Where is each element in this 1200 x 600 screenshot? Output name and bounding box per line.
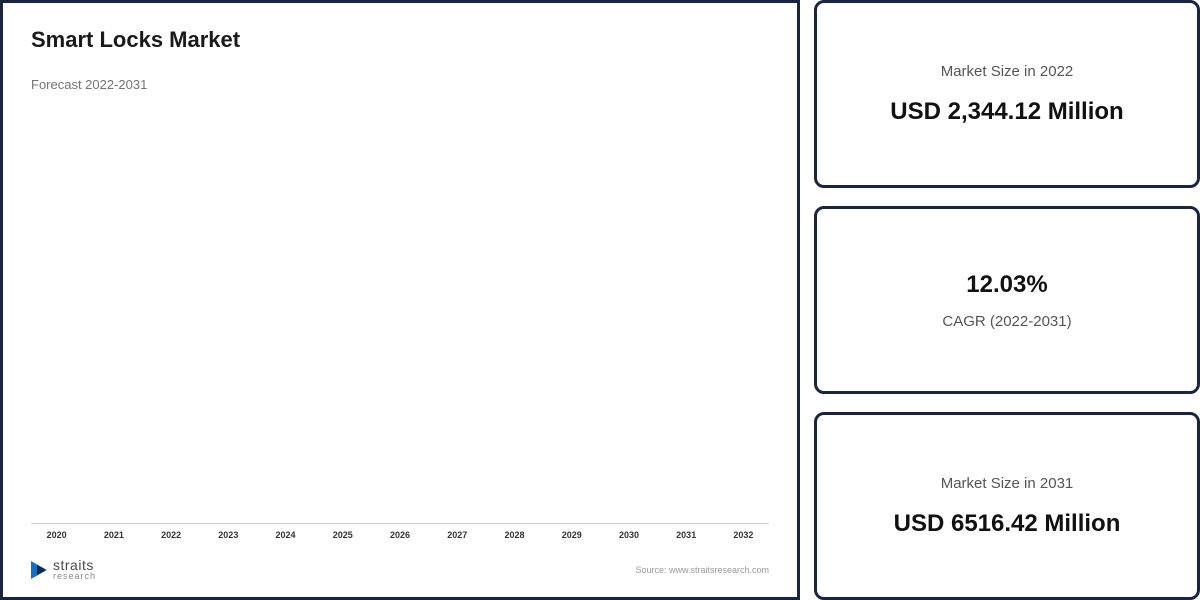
bar-chart-xaxis: 2020 2021 2022 2023 2024 2025 2026 2027 2028 2029… xyxy=(31,524,769,540)
logo-text-top: straits xyxy=(53,558,96,572)
x-tick-label: 2020 xyxy=(35,530,78,540)
stat-value: USD 2,344.12 Million xyxy=(890,98,1123,126)
chart-title: Smart Locks Market xyxy=(31,27,769,53)
stat-value: USD 6516.42 Million xyxy=(894,510,1121,538)
stat-label: Market Size in 2031 xyxy=(941,475,1074,492)
stats-column: Market Size in 2022 USD 2,344.12 Million… xyxy=(800,0,1200,600)
chart-subtitle: Forecast 2022-2031 xyxy=(31,77,769,92)
stat-card-market-size-2031: Market Size in 2031 USD 6516.42 Million xyxy=(814,412,1200,600)
stat-label: Market Size in 2022 xyxy=(941,63,1074,80)
x-tick-label: 2026 xyxy=(378,530,421,540)
chart-panel: Smart Locks Market Forecast 2022-2031 20… xyxy=(0,0,800,600)
stat-value: 12.03% xyxy=(966,271,1047,299)
logo-text-bottom: research xyxy=(53,572,96,581)
x-tick-label: 2029 xyxy=(550,530,593,540)
source-attribution: Source: www.straitsresearch.com xyxy=(635,565,769,575)
x-tick-label: 2023 xyxy=(207,530,250,540)
brand-logo: straits research xyxy=(31,558,96,581)
chart-footer: straits research Source: www.straitsrese… xyxy=(31,558,769,581)
x-tick-label: 2025 xyxy=(321,530,364,540)
stat-card-cagr: 12.03% CAGR (2022-2031) xyxy=(814,206,1200,394)
bar-chart-plot xyxy=(31,110,769,524)
x-tick-label: 2030 xyxy=(607,530,650,540)
logo-text: straits research xyxy=(53,558,96,581)
x-tick-label: 2027 xyxy=(436,530,479,540)
logo-mark-icon xyxy=(31,561,47,579)
x-tick-label: 2031 xyxy=(665,530,708,540)
stat-label: CAGR (2022-2031) xyxy=(942,313,1071,330)
x-tick-label: 2024 xyxy=(264,530,307,540)
x-tick-label: 2022 xyxy=(149,530,192,540)
stat-card-market-size-2022: Market Size in 2022 USD 2,344.12 Million xyxy=(814,0,1200,188)
x-tick-label: 2021 xyxy=(92,530,135,540)
x-tick-label: 2028 xyxy=(493,530,536,540)
x-tick-label: 2032 xyxy=(722,530,765,540)
